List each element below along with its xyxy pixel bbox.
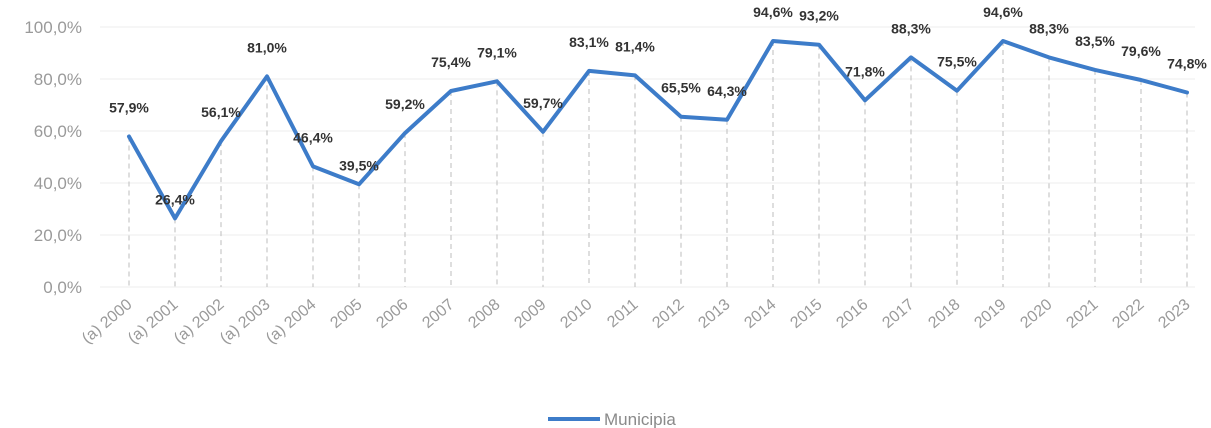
x-tick-label: 2021	[1063, 296, 1101, 332]
x-tick-label: 2015	[787, 296, 825, 332]
series-layer	[127, 39, 1189, 221]
data-label: 75,5%	[937, 54, 977, 70]
data-label: 79,1%	[477, 44, 517, 60]
data-label: 57,9%	[109, 99, 149, 115]
x-tick-label: 2005	[327, 296, 365, 332]
y-tick-label: 80,0%	[34, 70, 82, 89]
x-tick-label: 2006	[373, 296, 411, 332]
data-label: 94,6%	[753, 4, 793, 20]
x-tick-label: 2008	[465, 296, 503, 332]
x-tick-label: 2019	[971, 296, 1009, 332]
x-tick-label: (a) 2001	[125, 296, 182, 347]
x-tick-label: (a) 2002	[171, 296, 228, 347]
x-tick-label: 2007	[419, 296, 457, 332]
x-tick-label: 2020	[1017, 296, 1055, 332]
x-tick-label: 2009	[511, 296, 549, 332]
data-label: 59,7%	[523, 95, 563, 111]
data-label: 39,5%	[339, 157, 379, 173]
data-label: 88,3%	[1029, 20, 1069, 36]
x-tick-label: 2011	[604, 296, 641, 331]
y-tick-label: 60,0%	[34, 122, 82, 141]
data-label: 94,6%	[983, 4, 1023, 20]
data-label: 65,5%	[661, 80, 701, 96]
data-label: 46,4%	[293, 129, 333, 145]
data-label: 59,2%	[385, 96, 425, 112]
y-tick-label: 100,0%	[24, 18, 82, 37]
y-tick-label: 20,0%	[34, 226, 82, 245]
x-tick-label: (a) 2000	[79, 296, 136, 347]
data-label: 75,4%	[431, 54, 471, 70]
x-tick-label: 2012	[649, 296, 687, 332]
data-label: 83,1%	[569, 34, 609, 50]
y-tick-label: 40,0%	[34, 174, 82, 193]
drop-lines	[128, 41, 1188, 287]
data-labels: 57,9% 26,4% 56,1% 81,0% 46,4% 39,5% 59,2% 75,4%…	[109, 4, 1207, 207]
data-label: 79,6%	[1121, 43, 1161, 59]
data-label: 71,8%	[845, 63, 885, 79]
data-label: 56,1%	[201, 104, 241, 120]
x-tick-label: (a) 2004	[263, 296, 320, 347]
series-line-municipia	[127, 39, 1189, 221]
x-tick-label: (a) 2003	[217, 296, 274, 347]
x-tick-label: 2017	[879, 296, 917, 332]
data-label: 26,4%	[155, 191, 195, 207]
grid-layer	[100, 26, 1195, 288]
x-tick-label: 2013	[695, 296, 733, 332]
y-axis: 0,0% 20,0% 40,0% 60,0% 80,0% 100,0%	[24, 18, 82, 297]
x-tick-label: 2014	[741, 296, 779, 332]
x-tick-label: 2016	[833, 296, 871, 332]
data-label: 64,3%	[707, 83, 747, 99]
y-tick-label: 0,0%	[43, 278, 82, 297]
x-tick-label: 2018	[925, 296, 963, 332]
data-label: 81,0%	[247, 39, 287, 55]
data-label: 93,2%	[799, 8, 839, 24]
data-label: 83,5%	[1075, 33, 1115, 49]
legend: Municipia	[548, 410, 676, 428]
data-label: 81,4%	[615, 38, 655, 54]
x-tick-label: 2023	[1155, 296, 1193, 332]
x-axis: (a) 2000(a) 2001(a) 2002(a) 2003(a) 2004…	[79, 296, 1194, 347]
x-tick-label: 2010	[557, 296, 595, 332]
data-label: 88,3%	[891, 20, 931, 36]
legend-label-municipia: Municipia	[604, 410, 676, 428]
data-label: 74,8%	[1167, 56, 1207, 72]
x-tick-label: 2022	[1109, 296, 1147, 332]
